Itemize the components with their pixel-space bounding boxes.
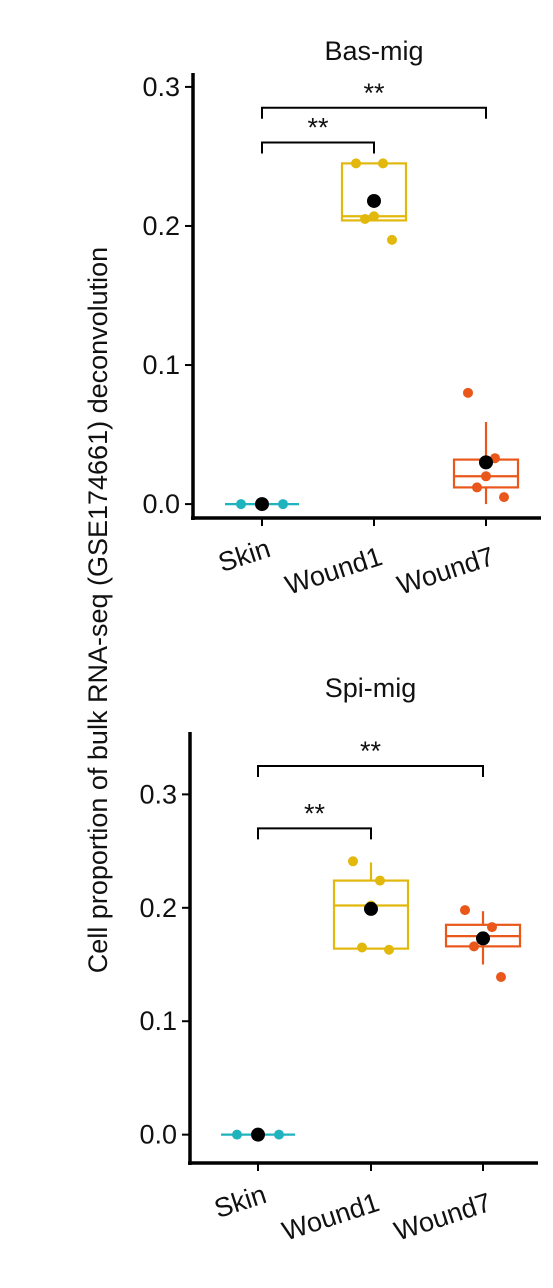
data-point xyxy=(499,492,509,503)
y-tick-label: 0.1 xyxy=(142,350,180,380)
x-tick-label: Skin xyxy=(211,1179,270,1224)
data-point xyxy=(472,482,482,493)
box-skin xyxy=(221,1127,295,1142)
mean-point xyxy=(364,901,378,916)
data-point xyxy=(360,214,370,225)
y-tick-label: 0.1 xyxy=(139,1006,177,1036)
data-point xyxy=(387,234,397,245)
data-point xyxy=(481,471,491,482)
significance-label: ** xyxy=(363,78,385,108)
y-tick-label: 0.2 xyxy=(142,211,180,241)
significance-label: ** xyxy=(360,736,382,766)
significance-bracket xyxy=(261,141,375,154)
x-tick-label: Wound1 xyxy=(278,1187,382,1246)
box-wound7 xyxy=(444,905,522,982)
data-point xyxy=(236,499,246,510)
data-point xyxy=(232,1129,242,1140)
y-tick-label: 0.3 xyxy=(142,72,180,102)
mean-point xyxy=(476,931,490,946)
data-point xyxy=(274,1129,284,1140)
spi-mig-panel: Spi-mig 0.0 0.1 0.2 0.3 Skin Wound1 Wound7 ** ** xyxy=(139,673,538,1247)
x-tick-label: Wound7 xyxy=(390,1187,494,1246)
box-wound7 xyxy=(452,387,520,505)
bas-mig-panel: Bas-mig 0.0 0.1 0.2 0.3 Skin Wound1 Wound7 ** ** xyxy=(142,36,541,601)
shared-y-axis-label: Cell proportion of bulk RNA-seq (GSE1746… xyxy=(83,247,113,973)
y-tick-label: 0.0 xyxy=(142,489,180,519)
mean-point xyxy=(479,455,493,470)
box-skin xyxy=(225,497,299,512)
data-point xyxy=(348,856,358,867)
data-point xyxy=(469,941,479,952)
y-tick-label: 0.3 xyxy=(139,779,177,809)
mean-point xyxy=(255,497,269,512)
data-point xyxy=(384,944,394,955)
x-tick-label: Wound7 xyxy=(393,541,497,600)
significance-bracket xyxy=(257,765,484,778)
data-point xyxy=(278,499,288,510)
significance-bracket xyxy=(261,106,487,119)
significance-label: ** xyxy=(304,798,326,828)
box-wound1 xyxy=(332,856,410,955)
box-iqr xyxy=(332,879,410,950)
y-tick-label: 0.2 xyxy=(139,893,177,923)
data-point xyxy=(375,875,385,886)
data-point xyxy=(463,387,473,398)
data-point xyxy=(357,942,367,953)
box-wound1 xyxy=(340,158,408,245)
data-point xyxy=(460,905,470,916)
x-tick-label: Skin xyxy=(215,533,274,578)
x-tick-label: Wound1 xyxy=(281,541,385,600)
panel-title: Spi-mig xyxy=(325,673,417,703)
panel-title: Bas-mig xyxy=(324,36,423,66)
significance-label: ** xyxy=(307,113,329,143)
data-point xyxy=(351,158,361,169)
data-point xyxy=(487,922,497,933)
significance-bracket xyxy=(257,827,372,840)
y-tick-label: 0.0 xyxy=(139,1120,177,1150)
data-point xyxy=(369,211,379,222)
data-point xyxy=(496,971,506,982)
mean-point xyxy=(367,193,381,208)
data-point xyxy=(378,158,388,169)
mean-point xyxy=(251,1127,265,1142)
